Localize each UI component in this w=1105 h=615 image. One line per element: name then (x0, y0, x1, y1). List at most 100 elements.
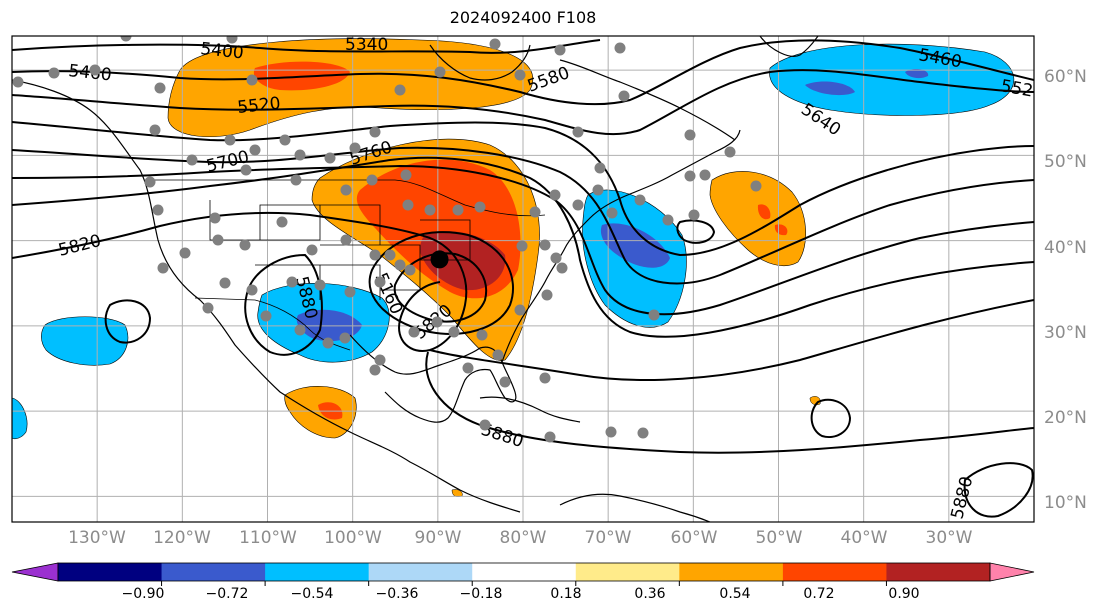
station-dot (479, 419, 491, 431)
colorbar-segment (782, 563, 887, 581)
station-dot (349, 142, 361, 154)
station-dot (394, 84, 406, 96)
station-dot (202, 302, 214, 314)
station-dot (550, 252, 562, 264)
station-dot (179, 247, 191, 259)
station-dot (314, 279, 326, 291)
contour-label: 5400 (199, 39, 244, 63)
station-dot (684, 129, 696, 141)
station-dot (402, 199, 414, 211)
lon-label: 130°W (68, 528, 126, 548)
contour-5820-south (429, 299, 1034, 381)
station-dot (384, 249, 396, 261)
station-dot (544, 431, 556, 443)
station-dot (279, 134, 291, 146)
anomaly-neg-westatlantic-core (600, 223, 670, 268)
low-center-marker (430, 250, 449, 269)
station-dot (424, 204, 436, 216)
lon-label: 70°W (584, 528, 632, 548)
station-dot (549, 189, 561, 201)
station-dot (144, 176, 156, 188)
anomaly-neg-northatlantic-core (805, 81, 855, 96)
station-dot (374, 276, 386, 288)
anomaly-pos-great-lakes-core (420, 231, 506, 291)
station-dot (340, 184, 352, 196)
lon-label: 100°W (324, 528, 382, 548)
coastline-north-america-west (12, 79, 521, 513)
lon-label: 80°W (499, 528, 547, 548)
station-dot (688, 209, 700, 221)
colorbar-tick-label: 0.18 (550, 586, 582, 602)
political-borders (150, 179, 546, 351)
anomaly-neg-northatlantic (769, 43, 1015, 116)
station-dot (724, 146, 736, 158)
station-dot (226, 36, 238, 44)
station-dot (239, 239, 251, 251)
station-dot (648, 309, 660, 321)
contour-5880-texas (244, 253, 323, 356)
border-us-mexico (194, 297, 351, 351)
colorbar-tick-label: 0.54 (719, 586, 751, 602)
station-dot (404, 264, 416, 276)
lon-label: 120°W (153, 528, 211, 548)
station-dot (489, 38, 501, 50)
map-frame (11, 35, 1035, 523)
colorbar (11, 562, 1035, 586)
contour-5460-west (12, 39, 1034, 106)
station-dot (240, 164, 252, 176)
station-dot (474, 201, 486, 213)
colorbar-segment (886, 563, 991, 581)
station-dot (286, 276, 298, 288)
map-title: 2024092400 F108 (449, 8, 597, 27)
map-gridlines (12, 36, 1034, 522)
lon-label: 30°W (925, 528, 973, 548)
colorbar-segment (368, 563, 473, 581)
lat-label: 20°N (1044, 408, 1087, 428)
station-dot (306, 244, 318, 256)
colorbar-tick-label: −0.54 (290, 586, 334, 602)
lat-label: 60°N (1044, 67, 1087, 87)
colorbar-segment (679, 563, 784, 581)
station-dot (246, 284, 258, 296)
station-dot (344, 286, 356, 298)
station-dot (276, 216, 288, 228)
anomaly-neg-northatlantic-core2 (905, 69, 929, 79)
station-dot (369, 249, 381, 261)
station-dot (408, 326, 420, 338)
contour-label: 5520 (236, 94, 281, 118)
station-dot (89, 64, 101, 76)
station-dot (662, 214, 674, 226)
station-dot (476, 329, 488, 341)
colorbar-tick-label: 0.72 (803, 586, 835, 602)
station-dot (212, 234, 224, 246)
contour-5580 (12, 121, 1034, 257)
colorbar-tick-label: −0.90 (121, 586, 165, 602)
station-dot (154, 82, 166, 94)
coastline-east-us (501, 129, 741, 363)
coastline-south-america (559, 493, 711, 522)
anomaly-neg-farwest (12, 397, 28, 440)
height-contours (12, 39, 1034, 518)
station-dot (539, 372, 551, 384)
station-dot (374, 354, 386, 366)
contour-5760 (12, 156, 1034, 338)
colorbar-outline (57, 562, 991, 582)
anomaly-pos-nw-atlantic-core (757, 204, 771, 220)
station-dot (514, 69, 526, 81)
lat-label: 50°N (1044, 152, 1087, 172)
station-dot (366, 174, 378, 186)
colorbar-segment (58, 563, 163, 581)
colorbar-segment (575, 563, 680, 581)
station-dot (594, 162, 606, 174)
contour-5880-atlantic-loop (810, 398, 852, 438)
coastline-cuba (479, 396, 581, 423)
coastline-hudson (429, 44, 531, 81)
contour-5820 (12, 211, 468, 352)
station-dot (605, 426, 617, 438)
contour-5700 (12, 164, 1034, 316)
station-dot (152, 204, 164, 216)
station-dot (541, 289, 553, 301)
lon-label: 60°W (670, 528, 718, 548)
contour-label: 5340 (345, 35, 388, 55)
station-dot (294, 324, 306, 336)
